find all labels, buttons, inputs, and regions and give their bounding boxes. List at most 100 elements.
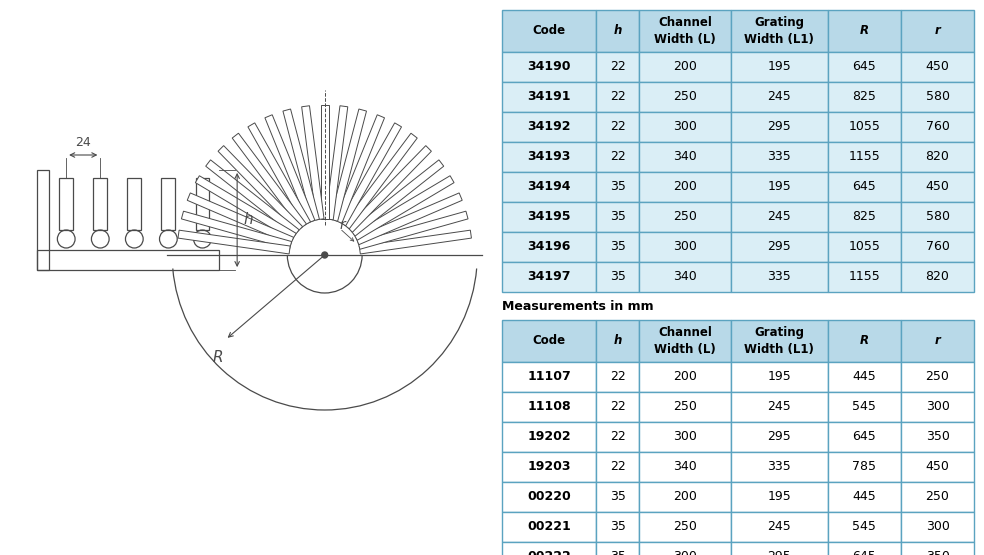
Bar	[828, 392, 901, 422]
Bar	[828, 112, 901, 142]
Bar	[639, 320, 731, 362]
Text: 645: 645	[852, 551, 876, 555]
Bar	[596, 362, 639, 392]
Bar	[502, 202, 596, 232]
Text: 295: 295	[768, 551, 791, 555]
Bar	[901, 262, 974, 292]
Text: Channel: Channel	[658, 326, 711, 339]
Text: 760: 760	[926, 240, 950, 254]
Bar	[639, 392, 731, 422]
Bar	[502, 82, 596, 112]
Bar	[596, 422, 639, 452]
Text: 450: 450	[926, 60, 950, 73]
Text: 445: 445	[852, 371, 876, 384]
Text: 11108: 11108	[527, 401, 571, 413]
Bar	[731, 172, 828, 202]
Text: 22: 22	[610, 371, 626, 384]
Bar	[639, 452, 731, 482]
Text: Grating: Grating	[755, 16, 804, 29]
Bar	[639, 202, 731, 232]
Bar	[901, 82, 974, 112]
Bar	[639, 232, 731, 262]
Bar	[596, 392, 639, 422]
Text: 245: 245	[768, 210, 791, 224]
Polygon shape	[265, 115, 315, 223]
Text: 445: 445	[852, 491, 876, 503]
Text: 300: 300	[673, 431, 697, 443]
Bar	[639, 482, 731, 512]
Polygon shape	[321, 105, 329, 219]
Text: r: r	[935, 24, 941, 38]
Text: 1155: 1155	[848, 270, 881, 284]
Bar	[731, 112, 828, 142]
Text: 35: 35	[610, 240, 626, 254]
Bar	[596, 262, 639, 292]
Bar	[37, 170, 49, 270]
Text: Width (L1): Width (L1)	[744, 33, 815, 46]
Text: 295: 295	[768, 431, 791, 443]
Bar	[828, 232, 901, 262]
Bar	[161, 178, 175, 230]
Polygon shape	[302, 106, 324, 220]
Text: 35: 35	[610, 491, 626, 503]
Bar	[901, 512, 974, 542]
Text: 335: 335	[768, 270, 791, 284]
Circle shape	[322, 252, 328, 258]
Text: 250: 250	[673, 401, 697, 413]
Bar	[639, 172, 731, 202]
Bar	[901, 422, 974, 452]
Text: 35: 35	[610, 551, 626, 555]
Text: 250: 250	[926, 371, 950, 384]
Text: 245: 245	[768, 521, 791, 533]
Bar	[828, 172, 901, 202]
Text: 35: 35	[610, 270, 626, 284]
Text: 34195: 34195	[527, 210, 571, 224]
Text: 450: 450	[926, 180, 950, 194]
Bar	[502, 452, 596, 482]
Bar	[502, 52, 596, 82]
Text: 1055: 1055	[848, 120, 881, 134]
Bar	[901, 10, 974, 52]
Bar	[639, 142, 731, 172]
Text: 34193: 34193	[527, 150, 571, 164]
Bar	[731, 482, 828, 512]
Polygon shape	[350, 160, 444, 236]
Polygon shape	[335, 115, 385, 223]
Bar	[93, 178, 107, 230]
Bar	[828, 262, 901, 292]
Bar	[901, 542, 974, 555]
Bar	[59, 178, 73, 230]
Bar	[502, 362, 596, 392]
Text: 19202: 19202	[527, 431, 571, 443]
Text: R: R	[860, 335, 869, 347]
Bar	[502, 320, 596, 362]
Text: 350: 350	[926, 551, 950, 555]
Bar	[196, 178, 210, 230]
Bar	[731, 202, 828, 232]
Polygon shape	[326, 106, 347, 220]
Bar	[639, 112, 731, 142]
Bar	[731, 52, 828, 82]
Polygon shape	[356, 193, 462, 245]
Text: 200: 200	[673, 180, 697, 194]
Bar	[639, 422, 731, 452]
Text: Code: Code	[532, 24, 566, 38]
Bar	[828, 10, 901, 52]
Bar	[502, 542, 596, 555]
Text: 22: 22	[610, 461, 626, 473]
Text: Code: Code	[532, 335, 566, 347]
Text: h: h	[613, 24, 622, 38]
Bar	[502, 482, 596, 512]
Polygon shape	[346, 145, 431, 232]
Text: 35: 35	[610, 180, 626, 194]
Text: 22: 22	[610, 90, 626, 103]
Bar	[828, 452, 901, 482]
Text: 300: 300	[673, 551, 697, 555]
Bar	[828, 542, 901, 555]
Bar	[596, 112, 639, 142]
Text: 35: 35	[610, 210, 626, 224]
Text: Width (L1): Width (L1)	[744, 343, 815, 356]
Text: 760: 760	[926, 120, 950, 134]
Bar	[901, 362, 974, 392]
Text: h: h	[613, 335, 622, 347]
